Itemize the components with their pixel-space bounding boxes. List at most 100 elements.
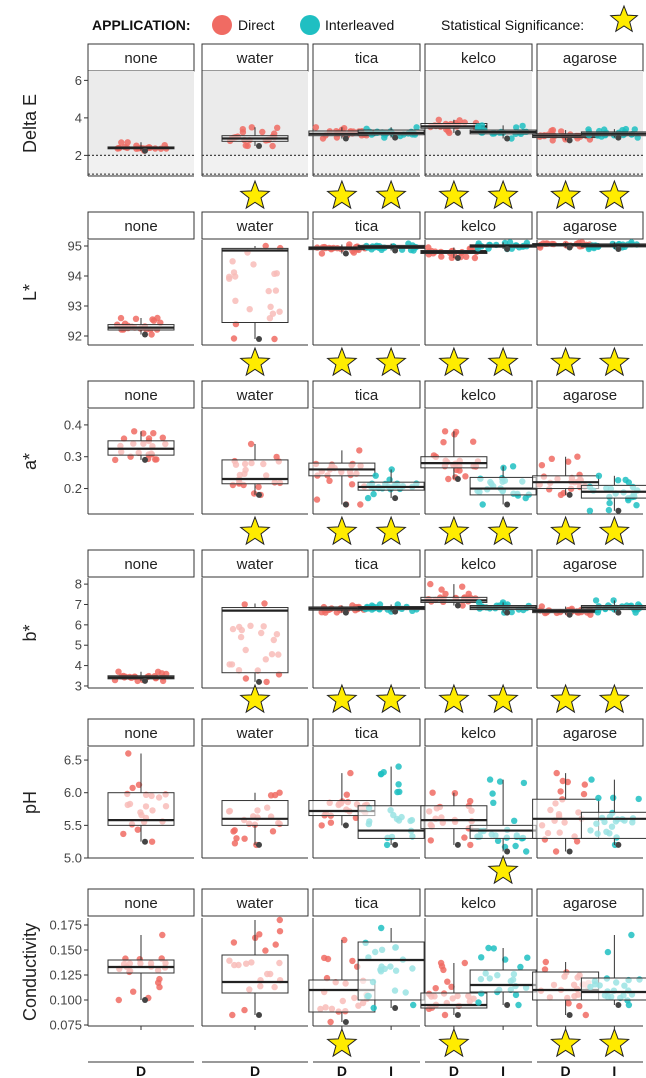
star-icon <box>326 1027 358 1058</box>
y-tick-label: 92 <box>68 329 82 344</box>
data-point <box>606 499 613 507</box>
outlier-point <box>342 822 349 829</box>
y-tick-label: 94 <box>68 269 82 284</box>
panel-ph: pH 6.5 6.0 5.5 5.0 none water tica kelco agarose <box>20 718 646 885</box>
data-point <box>312 124 320 131</box>
facet-agarose: agarose <box>532 718 646 859</box>
data-point <box>508 135 515 142</box>
legend-direct-swatch <box>212 15 232 35</box>
data-point <box>580 790 588 798</box>
facet-agarose: agarose <box>532 380 646 546</box>
data-point <box>557 788 564 795</box>
data-point <box>131 428 138 435</box>
data-point <box>486 776 494 783</box>
box-kelco-I <box>469 944 537 1009</box>
box-kelco-I <box>469 463 537 546</box>
star-icon <box>609 4 639 33</box>
y-tick-label: 6.0 <box>64 785 82 800</box>
data-point <box>478 954 485 961</box>
data-point <box>438 253 445 260</box>
box-tica-D <box>308 447 376 546</box>
plot-band <box>202 155 308 176</box>
data-point <box>378 924 385 932</box>
facet-water: water <box>201 549 309 714</box>
outlier-point <box>142 147 148 154</box>
data-point <box>410 1001 417 1009</box>
legend-interleaved-swatch <box>300 15 320 35</box>
data-point <box>456 467 463 474</box>
box-body <box>221 607 289 674</box>
strip-label: none <box>124 556 157 573</box>
data-point <box>112 456 119 464</box>
data-point <box>427 580 434 588</box>
star-icon <box>598 683 630 714</box>
data-point <box>318 822 325 829</box>
box-kelco-I <box>469 776 537 885</box>
facet-kelco: kelco <box>420 718 537 885</box>
data-point <box>269 828 277 835</box>
data-point <box>364 494 372 502</box>
strip-label: kelco <box>461 387 496 404</box>
data-point <box>440 439 447 446</box>
star-icon <box>598 1027 630 1058</box>
strip-box <box>312 718 421 747</box>
x-tick-label: I <box>501 1063 505 1078</box>
data-point <box>512 842 519 850</box>
data-point <box>357 501 364 508</box>
data-point <box>394 788 401 796</box>
data-point <box>273 453 280 461</box>
box-body <box>221 800 289 826</box>
strip-label: none <box>124 895 157 912</box>
y-tick-label: 6 <box>75 73 82 88</box>
y-axis-title: b* <box>20 624 40 641</box>
data-point <box>586 507 594 514</box>
y-axis-title: pH <box>20 791 40 814</box>
strip-label: tica <box>355 725 379 742</box>
star-icon <box>598 179 630 210</box>
box-agarose-D <box>532 958 600 1058</box>
outlier-point <box>342 1019 349 1025</box>
data-point <box>628 931 635 939</box>
data-point <box>155 979 162 986</box>
data-point <box>262 947 269 954</box>
legend: APPLICATION: Direct Interleaved Statisti… <box>92 4 639 35</box>
strip-box <box>312 380 421 409</box>
data-point <box>261 600 268 607</box>
data-point <box>229 1011 236 1019</box>
strip-box <box>201 888 309 917</box>
data-point <box>559 777 566 785</box>
strip-box <box>424 718 533 747</box>
facet-tica: tica <box>308 888 425 1058</box>
data-point <box>231 840 239 847</box>
strip-box <box>312 43 421 72</box>
box-water-D <box>221 789 289 849</box>
box-tica-I <box>357 466 425 546</box>
data-point <box>471 254 479 262</box>
data-point <box>256 931 263 938</box>
data-point <box>509 463 517 470</box>
facet-water: water <box>201 888 309 1027</box>
star-icon <box>550 179 582 210</box>
data-point <box>370 1004 377 1012</box>
facet-agarose: agarose <box>532 888 646 1058</box>
strip-box <box>87 718 195 747</box>
strip-label: tica <box>355 50 379 67</box>
data-point <box>250 490 258 497</box>
facet-agarose: agarose <box>532 43 646 210</box>
data-point <box>244 142 251 150</box>
outlier-point <box>392 1005 399 1011</box>
data-point <box>343 791 350 798</box>
outlier-point <box>342 609 349 616</box>
strip-label: water <box>236 895 274 912</box>
outlier-point <box>504 848 511 855</box>
outlier-point <box>454 1012 461 1018</box>
data-point <box>548 455 555 462</box>
strip-box <box>424 211 533 240</box>
data-point <box>441 1011 449 1019</box>
data-point <box>120 435 128 442</box>
data-point <box>233 835 240 842</box>
panel-a-: a* 0.4 0.3 0.2 none water tica kelco agarose <box>20 380 646 546</box>
box-body <box>580 977 646 1001</box>
data-point <box>552 848 560 855</box>
strip-label: kelco <box>461 725 496 742</box>
